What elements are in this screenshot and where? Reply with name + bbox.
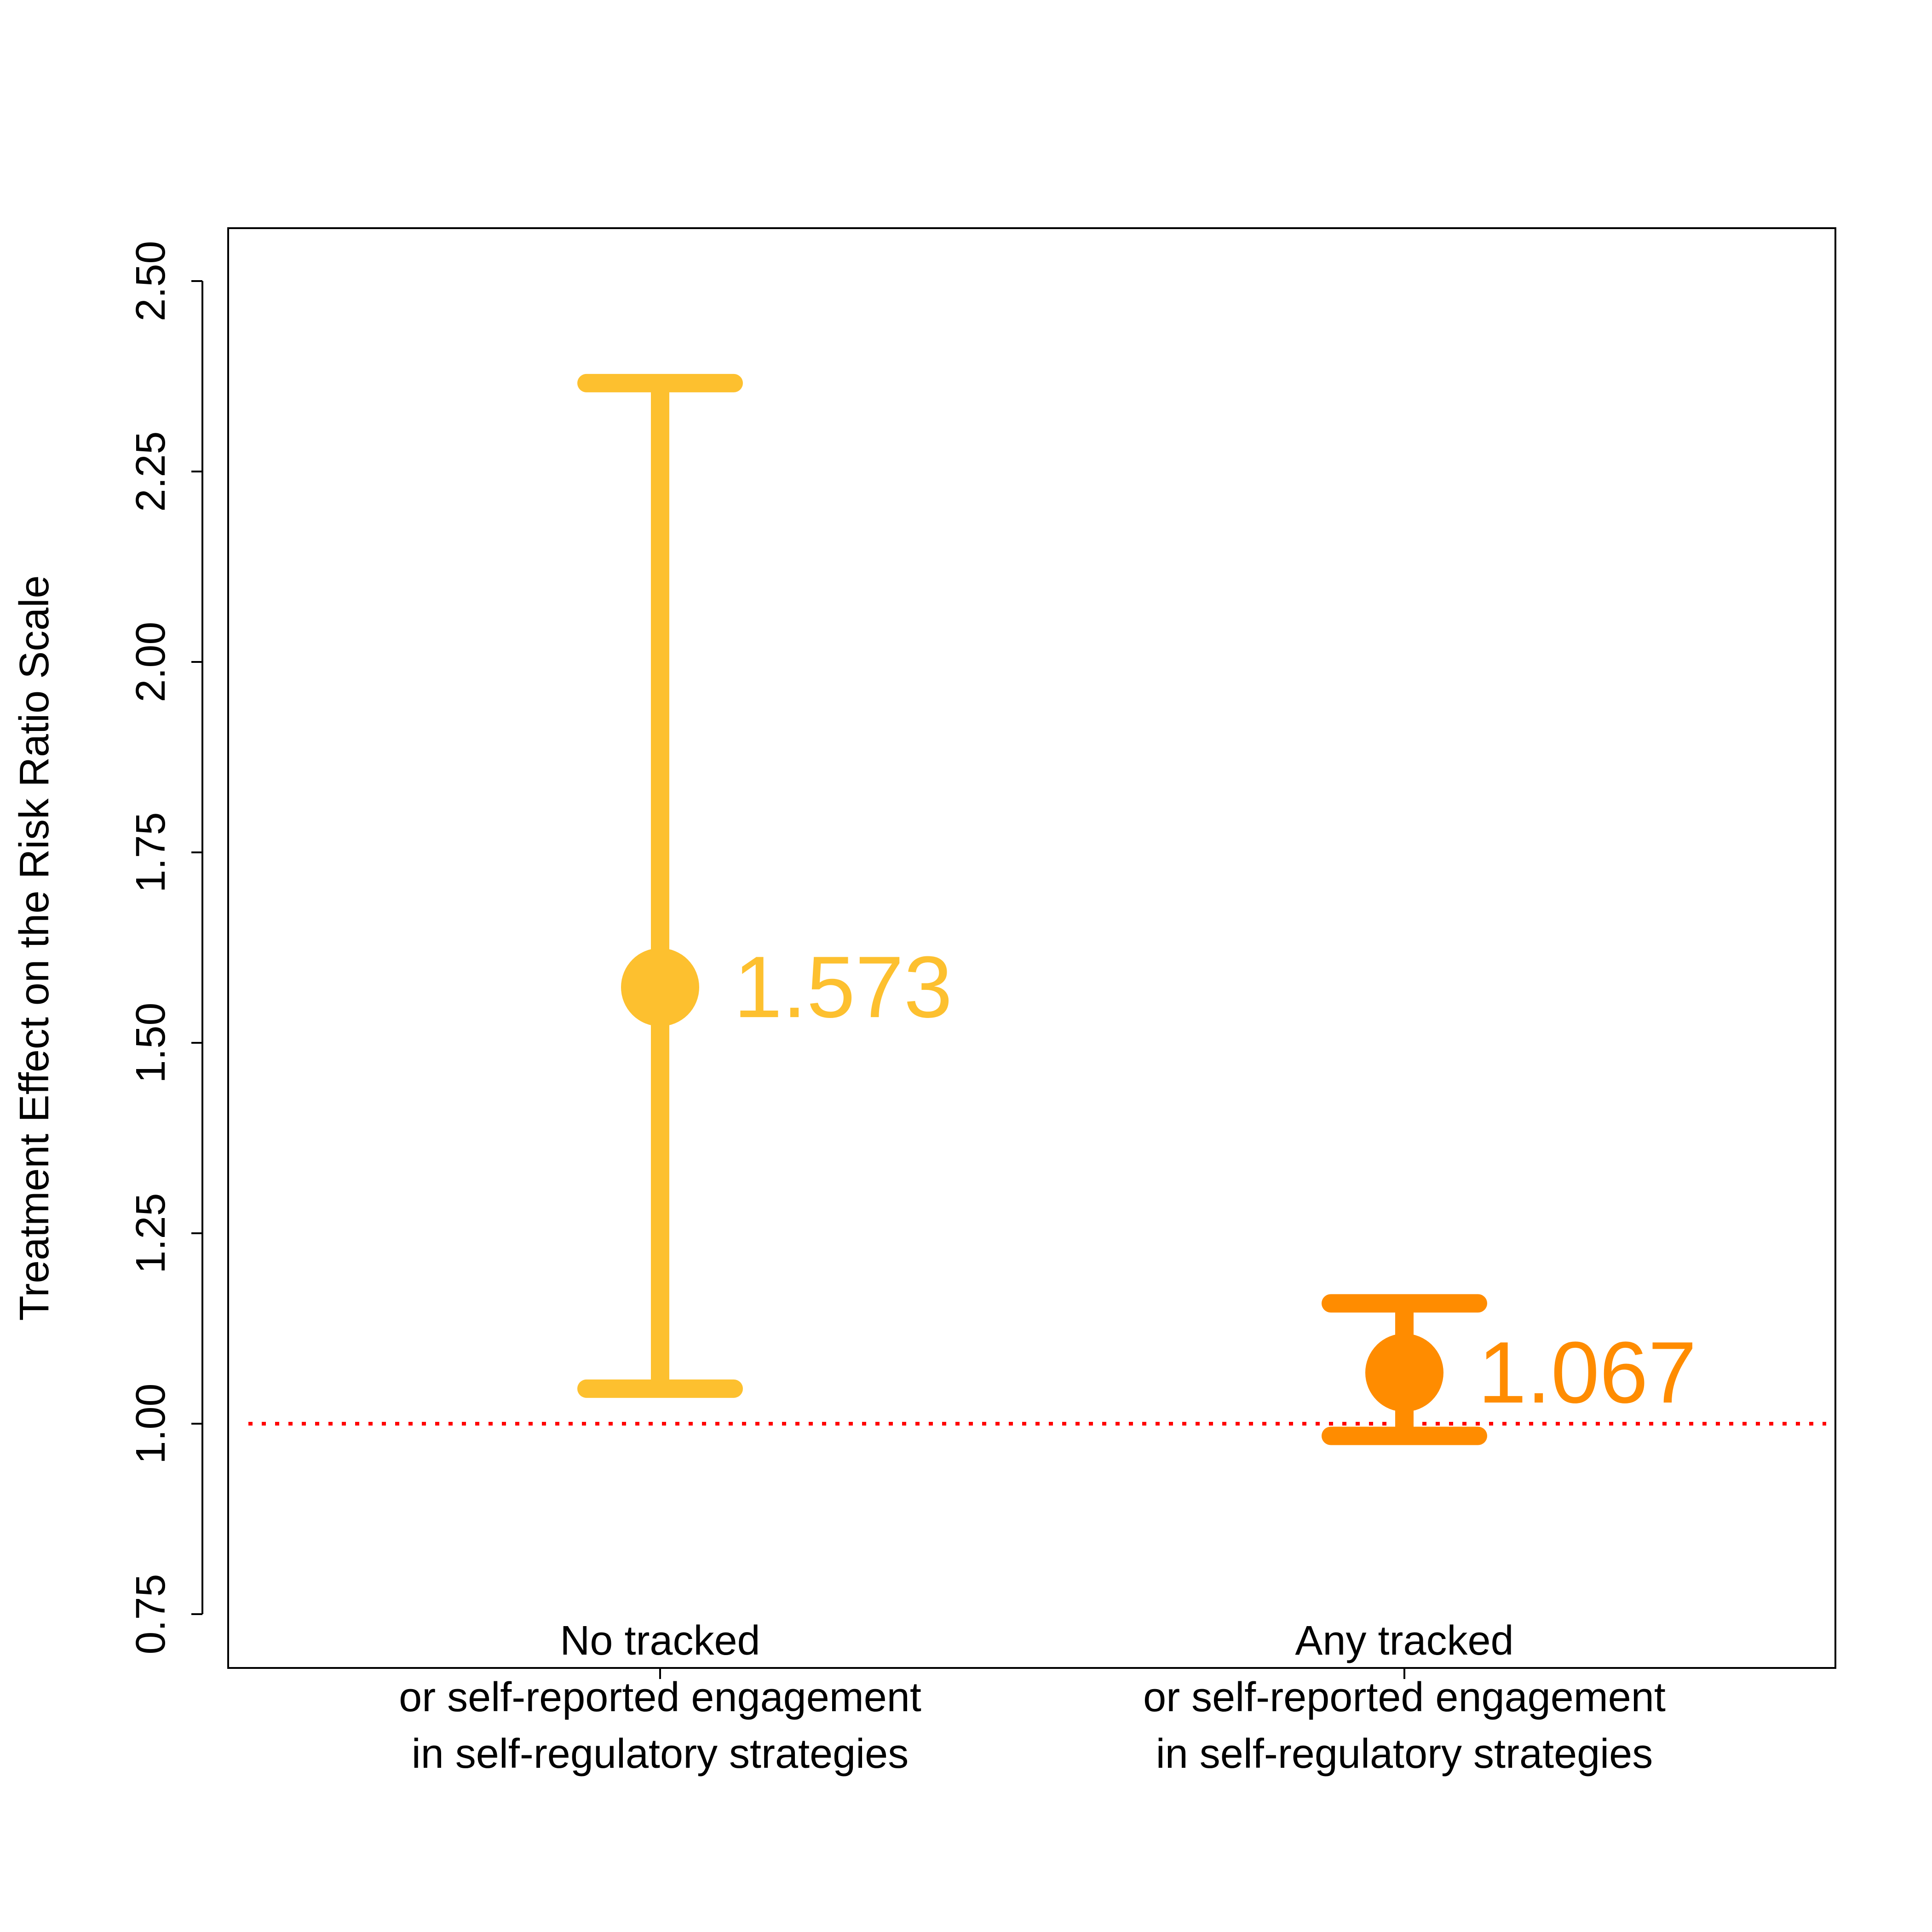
y-axis-label: Treatment Effect on the Risk Ratio Scale bbox=[12, 575, 58, 1321]
y-tick-label: 2.00 bbox=[128, 621, 174, 702]
point-estimate bbox=[1365, 1334, 1443, 1412]
x-category-label-line: or self-reported engagement bbox=[399, 1674, 921, 1720]
x-category-label-line: No tracked bbox=[560, 1618, 760, 1664]
plot-frame bbox=[227, 227, 1836, 1669]
y-tick-label: 1.00 bbox=[128, 1383, 174, 1464]
data-marks: 1.573 1.067 bbox=[577, 374, 1696, 1445]
y-tick-label: 1.75 bbox=[128, 812, 174, 892]
x-category-label-line: in self-regulatory strategies bbox=[1156, 1731, 1653, 1777]
estimate-label: 1.067 bbox=[1478, 1324, 1696, 1421]
y-tick-label: 0.75 bbox=[128, 1574, 174, 1654]
x-category-label-line: Any tracked bbox=[1295, 1618, 1513, 1664]
point-estimate bbox=[621, 948, 699, 1027]
y-axis-ticks: 0.75 1.00 1.25 1.50 1.75 2.00 2.25 2.50 bbox=[128, 241, 202, 1655]
y-tick-label: 1.25 bbox=[128, 1193, 174, 1273]
y-tick-label: 2.50 bbox=[128, 241, 174, 321]
estimate-label: 1.573 bbox=[734, 938, 952, 1036]
x-axis-labels: No tracked or self-reported engagement in … bbox=[399, 1618, 1666, 1777]
x-category-label-line: or self-reported engagement bbox=[1143, 1674, 1666, 1720]
y-tick-label: 1.50 bbox=[128, 1002, 174, 1083]
x-category-label-line: in self-regulatory strategies bbox=[412, 1731, 908, 1777]
y-tick-label: 2.25 bbox=[128, 431, 174, 512]
